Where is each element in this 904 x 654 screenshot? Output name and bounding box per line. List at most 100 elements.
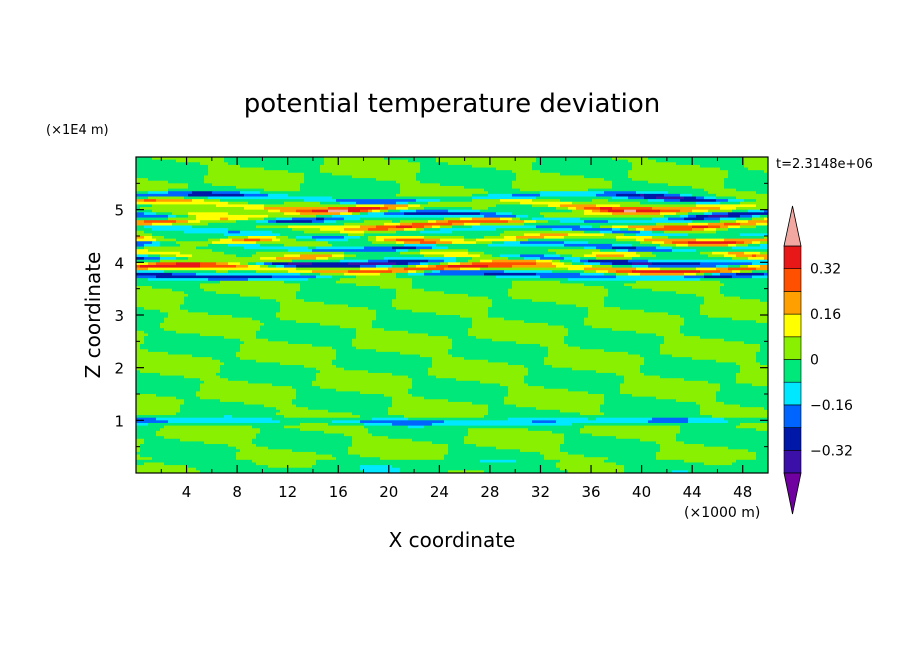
field-cell (704, 272, 713, 277)
field-cell (348, 262, 397, 266)
field-cell (464, 222, 481, 227)
field-cell (192, 191, 213, 195)
field-cell (732, 270, 741, 274)
field-cell (736, 241, 745, 245)
field-cell (556, 251, 593, 256)
field-cell (528, 214, 545, 219)
field-cell (652, 228, 693, 232)
field-cell (708, 225, 721, 229)
field-cell (336, 365, 433, 369)
field-cell (592, 225, 601, 229)
field-cell (184, 301, 281, 306)
field-cell (664, 241, 673, 245)
field-cell (552, 259, 561, 263)
field-cell (608, 270, 617, 274)
field-cell (692, 193, 717, 198)
field-cell (444, 217, 461, 221)
y-tick-label: 4 (114, 254, 124, 272)
field-cell (504, 270, 553, 274)
field-cell (512, 212, 541, 216)
field-cell (604, 272, 617, 277)
field-cell (628, 172, 729, 177)
field-cell (528, 383, 621, 387)
field-cell (136, 386, 201, 390)
field-cell (536, 407, 601, 411)
field-cell (572, 262, 585, 266)
field-cell (400, 188, 485, 192)
field-cell (296, 236, 313, 240)
field-cell (604, 299, 705, 303)
field-cell (136, 230, 145, 234)
field-cell (392, 404, 489, 408)
field-cell (720, 388, 768, 392)
field-cell (760, 343, 768, 348)
field-cell (548, 354, 641, 358)
field-cell (720, 225, 729, 229)
field-cell (156, 262, 177, 266)
field-cell (756, 357, 768, 361)
field-cell (376, 264, 393, 269)
field-cell (604, 349, 661, 353)
field-cell (448, 246, 585, 250)
colorbar-label: 0.16 (810, 307, 841, 323)
field-cell (136, 378, 201, 382)
field-cell (156, 199, 193, 203)
field-cell (344, 217, 361, 221)
field-cell (572, 259, 581, 263)
colorbar-segment (783, 313, 802, 338)
field-cell (204, 180, 305, 184)
field-cell (136, 343, 141, 348)
field-cell (488, 191, 541, 195)
field-cell (472, 320, 525, 324)
field-cell (176, 220, 189, 224)
field-cell (444, 420, 533, 424)
field-cell (204, 380, 249, 385)
field-cell (180, 438, 253, 442)
field-cell (452, 346, 549, 350)
field-cell (200, 470, 365, 473)
field-cell (664, 338, 725, 342)
field-cell (348, 270, 393, 274)
field-cell (340, 325, 373, 329)
field-cell (516, 236, 545, 240)
field-cell (572, 422, 741, 427)
field-cell (140, 444, 229, 448)
field-cell (488, 315, 589, 319)
field-cell (440, 183, 513, 187)
field-cell (468, 251, 485, 256)
field-cell (352, 412, 389, 416)
field-cell (664, 341, 745, 345)
field-cell (180, 304, 281, 308)
field-cell (312, 236, 345, 240)
field-cell (556, 462, 617, 466)
field-cell (692, 185, 725, 190)
field-cell (732, 257, 749, 261)
field-cell (136, 430, 157, 435)
field-cell (284, 254, 301, 258)
field-cell (724, 254, 737, 258)
field-cell (152, 233, 225, 237)
colorbar-extend-bottom (783, 472, 802, 515)
field-cell (276, 217, 293, 221)
field-cell (436, 157, 537, 161)
field-cell (396, 291, 445, 295)
field-cell (236, 254, 253, 258)
field-cell (568, 343, 661, 348)
field-cell (708, 380, 737, 385)
field-cell (764, 272, 768, 277)
field-cell (200, 283, 301, 287)
field-cell (296, 404, 393, 408)
field-cell (748, 167, 768, 171)
field-cell (552, 270, 585, 274)
field-cell (560, 280, 637, 284)
field-cell (628, 170, 729, 174)
field-cell (540, 191, 605, 195)
field-cell (752, 241, 761, 245)
field-cell (564, 262, 573, 266)
field-cell (500, 199, 533, 203)
field-cell (580, 430, 681, 435)
field-cell (168, 351, 237, 356)
x-tick-label: 12 (278, 483, 297, 501)
field-cell (752, 254, 757, 258)
field-cell (652, 236, 669, 240)
